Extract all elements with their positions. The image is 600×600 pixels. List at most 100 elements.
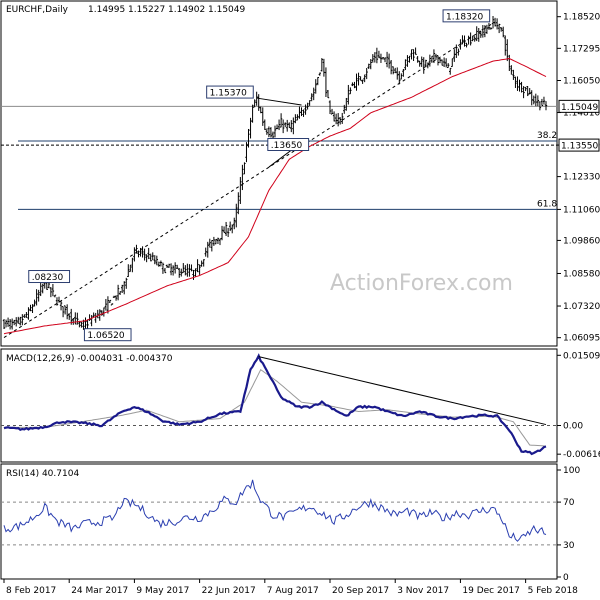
ohlc-bar <box>279 113 283 128</box>
ohlc-bar <box>369 59 372 70</box>
ohlc-bar <box>57 296 61 303</box>
ohlc-bar <box>469 32 472 46</box>
ohlc-bar <box>400 73 403 80</box>
time-tick-label: 3 Nov 2017 <box>397 586 449 596</box>
ohlc-bar <box>27 307 30 320</box>
ohlc-bar <box>231 224 234 234</box>
ohlc-bar <box>332 111 336 122</box>
ohlc-bar <box>320 58 324 72</box>
ohlc-bar <box>396 67 399 80</box>
price-panel-frame <box>0 0 558 347</box>
price-tick-label: 1.18520 <box>563 13 600 23</box>
ohlc-bar <box>487 22 491 30</box>
ohlc-bar <box>200 260 203 267</box>
ohlc-bar <box>141 246 144 258</box>
ohlc-bar <box>495 18 499 30</box>
ohlc-bar <box>281 119 285 134</box>
ohlc-bar <box>8 318 12 330</box>
ohlc-bar <box>267 126 271 138</box>
ohlc-bar <box>118 291 122 295</box>
ohlc-bar <box>2 318 6 330</box>
ohlc-bar <box>237 192 240 215</box>
ohlc-bar <box>129 264 132 273</box>
ohlc-bar <box>522 86 525 99</box>
ohlc-bar <box>536 95 540 107</box>
ohlc-bar <box>467 35 470 45</box>
ohlc-bar <box>355 73 358 91</box>
ohlc-bar <box>271 131 275 139</box>
ohlc-bar <box>153 255 156 265</box>
ohlc-bar <box>255 91 258 106</box>
rsi-axis: 100 70 30 0 <box>1 466 580 583</box>
ohlc-bar <box>300 107 303 117</box>
ohlc-bar <box>120 284 124 293</box>
ohlc-bar <box>171 265 175 276</box>
price-tick-label: 1.12330 <box>563 173 600 183</box>
ohlc-bar <box>406 55 409 67</box>
moving-average-line <box>3 57 547 335</box>
ohlc-bar <box>328 100 332 114</box>
ohlc-bar <box>261 107 264 126</box>
ohlc-bar <box>292 117 295 135</box>
ohlc-low: 1.14902 <box>168 5 205 15</box>
ohlc-bar <box>167 263 171 268</box>
ohlc-bar <box>133 247 136 262</box>
ohlc-bar <box>51 283 55 297</box>
ohlc-bar <box>192 269 195 280</box>
ohlc-bar <box>202 259 205 267</box>
fib-level-label: 38.2 <box>537 131 557 141</box>
ohlc-bar <box>345 97 348 111</box>
ohlc-bar <box>414 47 417 55</box>
ohlc-bar <box>31 304 34 313</box>
price-tick-label: 1.14810 <box>563 109 600 119</box>
ohlc-bar <box>514 76 517 88</box>
ohlc-bar <box>432 49 436 64</box>
ohlc-bar <box>214 238 218 245</box>
ohlc-bar <box>520 81 523 93</box>
ohlc-bar <box>186 263 189 277</box>
trendline <box>3 21 496 338</box>
ohlc-bar <box>347 84 350 105</box>
ohlc-bar <box>104 298 108 311</box>
ohlc-bar <box>61 306 65 318</box>
chart-title: EURCHF,Daily <box>6 5 69 15</box>
ohlc-bar <box>19 316 22 326</box>
ohlc-bar <box>451 58 454 68</box>
ohlc-bar <box>339 117 342 125</box>
ohlc-bar <box>49 287 53 298</box>
rsi-tick-label: 0 <box>563 573 569 583</box>
time-tick-label: 22 Jun 2017 <box>202 586 256 596</box>
ohlc-bar <box>23 314 26 318</box>
macd-panel-frame <box>0 348 558 463</box>
ohlc-bar <box>123 281 126 295</box>
ohlc-bar <box>243 162 246 175</box>
ohlc-bar <box>55 297 59 306</box>
ohlc-bar <box>499 27 503 32</box>
price-tick-label: 1.09860 <box>563 236 600 246</box>
ohlc-bar <box>68 313 71 320</box>
ohlc-bar <box>479 31 482 38</box>
ohlc-bar <box>404 59 407 71</box>
svg-text:1.18320: 1.18320 <box>446 12 483 22</box>
price-tick-label: 1.07320 <box>563 302 600 312</box>
ohlc-bar <box>216 237 220 245</box>
ohlc-bar <box>334 113 338 125</box>
ohlc-bar <box>426 62 430 69</box>
ohlc-bar <box>461 35 464 45</box>
ohlc-bar <box>381 57 385 60</box>
ohlc-bar <box>275 124 279 130</box>
ohlc-bar <box>59 300 63 311</box>
macd-tick-label: 0.00 <box>563 422 583 432</box>
price-annotation: .08230 <box>28 270 71 284</box>
ohlc-bar <box>314 79 317 94</box>
time-tick-label: 20 Sep 2017 <box>332 586 389 596</box>
ohlc-bar <box>127 264 130 278</box>
time-tick-label: 19 Dec 2017 <box>462 586 519 596</box>
ohlc-bar <box>463 35 466 47</box>
price-highlight-label: 1.15049 <box>558 99 600 113</box>
ohlc-bar <box>269 127 273 138</box>
price-tick-label: 1.17295 <box>563 44 600 54</box>
ohlc-bar <box>125 277 128 289</box>
ohlc-bar <box>235 203 238 228</box>
ohlc-bar <box>318 72 322 76</box>
